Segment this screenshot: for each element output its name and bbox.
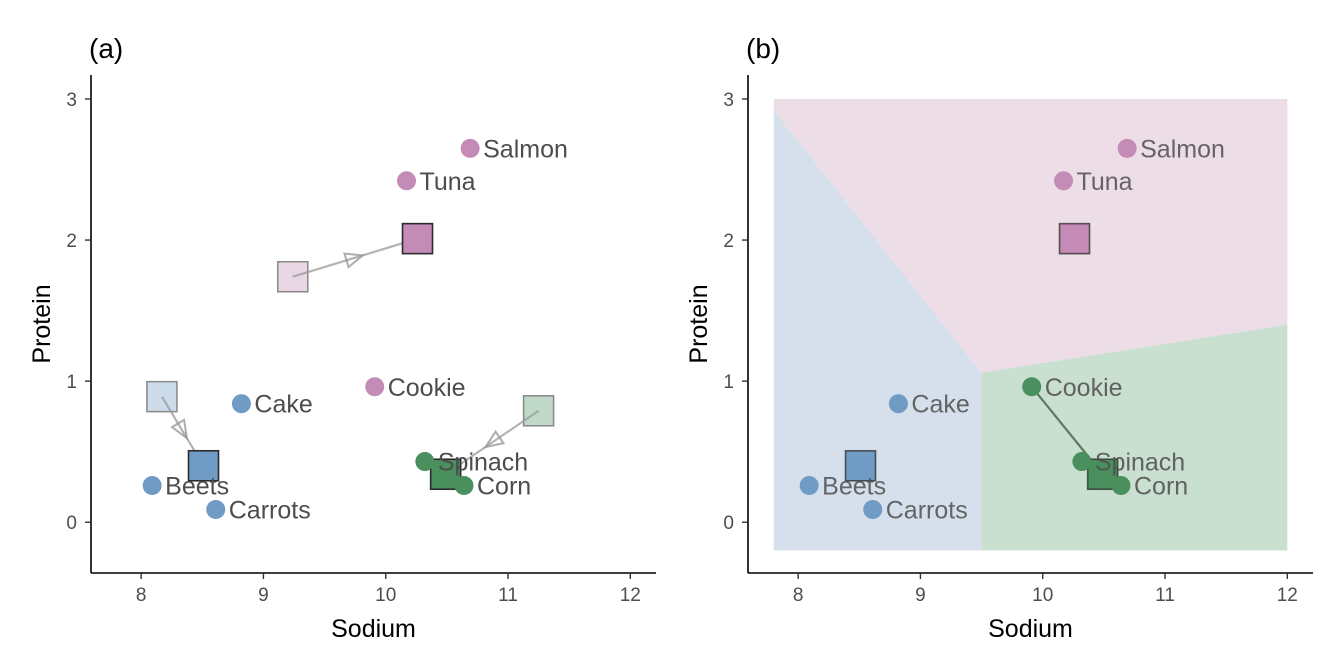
point-spinach [415,452,435,472]
point-label-corn: Corn [477,473,531,501]
panel-b: 8 9 10 11 120123SodiumProtein(b)SalmonTunaCo… [685,33,1313,643]
point-tuna [1054,171,1074,191]
x-tick-label: 11 [498,585,518,606]
point-carrots [206,500,226,520]
x-tick-label: 11 [1155,585,1175,606]
point-label-salmon: Salmon [483,135,568,163]
arrowhead-icon [170,418,189,441]
point-label-carrots: Carrots [886,497,968,525]
point-label-cookie: Cookie [1045,374,1123,402]
point-cookie [365,377,385,397]
point-cookie [1022,377,1042,397]
x-tick-label: 8 [136,585,147,606]
point-cake [888,394,908,414]
point-beets [799,476,819,496]
y-tick-label: 2 [66,231,77,252]
point-label-beets: Beets [822,473,886,501]
centroid-purple [1058,222,1091,255]
region-blue [773,110,982,551]
arrowhead-icon [343,252,366,269]
x-tick-label: 12 [1277,585,1298,606]
centroid-blue [187,449,220,482]
y-tick-label: 3 [723,90,734,111]
point-tuna [397,171,417,191]
point-label-spinach: Spinach [1095,449,1185,477]
region-green [981,324,1288,551]
x-tick-label: 9 [258,585,269,606]
panel-a: 8 9 10 11 120123SodiumProtein(a)SalmonTunaCo… [28,33,656,643]
y-tick-label: 2 [723,231,734,252]
y-tick-label: 0 [723,513,734,534]
point-label-tuna: Tuna [420,168,476,196]
y-axis-title: Protein [685,284,713,363]
centroid-blue [844,449,877,482]
x-axis-title: Sodium [988,615,1073,643]
point-label-cake: Cake [254,391,312,419]
point-label-salmon: Salmon [1140,135,1225,163]
x-tick-label: 12 [620,585,641,606]
x-tick-label: 9 [915,585,926,606]
y-tick-label: 0 [66,513,77,534]
panel-label: (b) [746,33,780,64]
point-label-cookie: Cookie [388,374,466,402]
y-tick-label: 1 [66,372,77,393]
point-label-corn: Corn [1134,473,1188,501]
point-label-carrots: Carrots [229,497,311,525]
panel-label: (a) [89,33,123,64]
centroid-purple [401,222,434,255]
point-salmon [1117,138,1137,158]
x-tick-label: 8 [793,585,804,606]
point-corn [454,476,474,496]
y-tick-label: 3 [66,90,77,111]
arrowhead-icon [483,429,506,449]
point-corn [1111,476,1131,496]
region-purple [773,98,1288,373]
x-axis-title: Sodium [331,615,416,643]
point-label-tuna: Tuna [1077,168,1133,196]
point-cake [231,394,251,414]
x-tick-label: 10 [375,585,396,606]
point-salmon [460,138,480,158]
point-spinach [1072,452,1092,472]
centroid-move-arrow [292,237,418,278]
x-tick-label: 10 [1032,585,1053,606]
y-tick-label: 1 [723,372,734,393]
point-label-spinach: Spinach [438,449,528,477]
point-carrots [863,500,883,520]
point-label-beets: Beets [165,473,229,501]
point-label-cake: Cake [911,391,969,419]
point-beets [142,476,162,496]
y-axis-title: Protein [28,284,56,363]
